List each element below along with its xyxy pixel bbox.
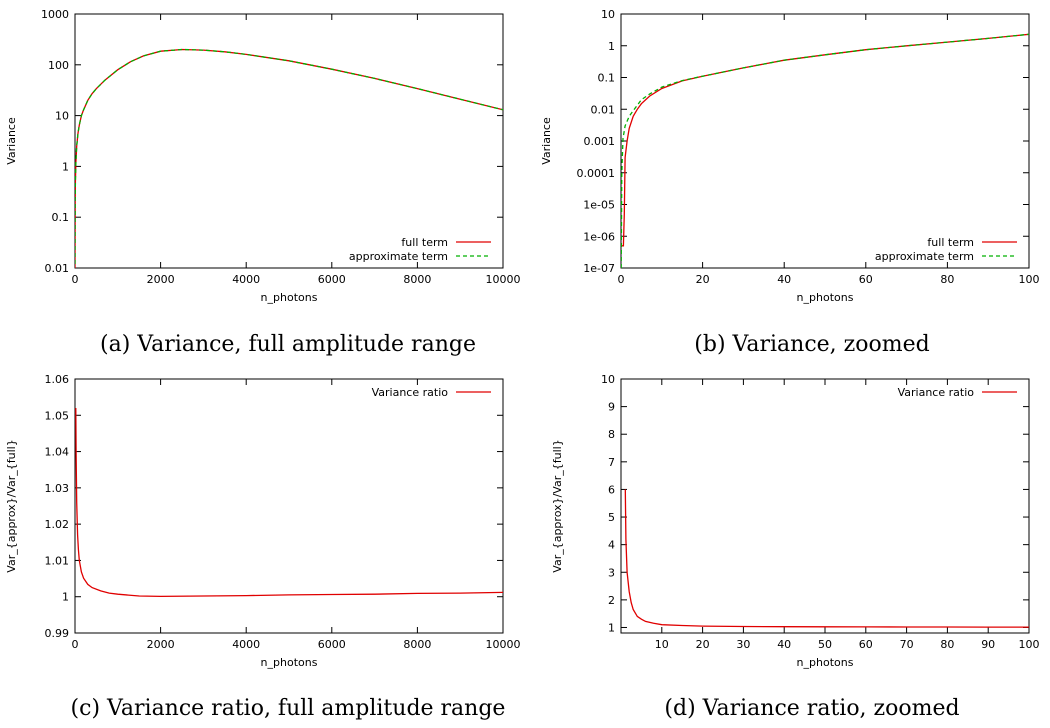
- x-tick-label: 100: [1019, 638, 1040, 651]
- series-line-primary: [624, 489, 1029, 628]
- y-tick-label: 4: [608, 539, 615, 552]
- x-tick-label: 8000: [403, 273, 431, 286]
- y-tick-label: 10: [601, 8, 615, 21]
- series-line-primary: [621, 33, 1029, 247]
- chart-c-ratio-full: 0 2000 4000 6000 8000 10000 0.99 1 1.01 1.02 1.03 1…: [5, 373, 521, 669]
- chart-d-ratio-zoomed: 10 20 30 40 50 60 70 80 90 100 1 2 3 4 5 6 7 8 9 10 n_photon…: [551, 373, 1040, 669]
- x-tick-label: 40: [777, 638, 791, 651]
- y-tick-label: 1000: [41, 8, 69, 21]
- legend-label: Variance ratio: [898, 386, 975, 399]
- y-tick-label: 0.0001: [577, 167, 616, 180]
- y-tick-label: 10: [601, 373, 615, 386]
- y-tick-label: 8: [608, 428, 615, 441]
- plot-frame: [620, 378, 1030, 634]
- y-tick-label: 1.02: [45, 518, 70, 531]
- y-tick-label: 1: [608, 621, 615, 634]
- legend-label: approximate term: [875, 250, 974, 263]
- x-tick-label: 50: [818, 638, 832, 651]
- series-line-secondary: [75, 48, 503, 265]
- x-tick-label: 80: [940, 273, 954, 286]
- x-tick-label: 90: [981, 638, 995, 651]
- y-axis-label: Var_{approx}/Var_{full}: [5, 439, 18, 572]
- y-tick-label: 100: [48, 59, 69, 72]
- y-axis-label: Variance: [5, 117, 18, 165]
- y-tick-label: 1.05: [45, 409, 70, 422]
- series-line-secondary: [621, 33, 1029, 268]
- y-tick-label: 10: [55, 110, 69, 123]
- x-tick-label: 4000: [232, 638, 260, 651]
- caption-a: (a) Variance, full amplitude range: [100, 332, 476, 357]
- x-tick-label: 0: [618, 273, 625, 286]
- x-axis-label: n_photons: [797, 291, 854, 304]
- y-tick-label: 0.1: [52, 211, 70, 224]
- x-tick-label: 0: [72, 638, 79, 651]
- y-tick-label: 2: [608, 594, 615, 607]
- x-tick-label: 6000: [318, 638, 346, 651]
- y-tick-label: 0.001: [584, 135, 616, 148]
- y-tick-label: 6: [608, 483, 615, 496]
- y-tick-label: 5: [608, 511, 615, 524]
- x-tick-label: 70: [900, 638, 914, 651]
- y-tick-label: 0.01: [591, 103, 616, 116]
- y-axis-label: Var_{approx}/Var_{full}: [551, 439, 564, 572]
- y-tick-label: 1.04: [45, 446, 70, 459]
- x-tick-label: 60: [859, 273, 873, 286]
- x-axis-label: n_photons: [261, 656, 318, 669]
- x-tick-label: 40: [777, 273, 791, 286]
- x-tick-label: 20: [696, 638, 710, 651]
- y-tick-label: 1.03: [45, 482, 70, 495]
- legend-label: full term: [927, 236, 974, 249]
- y-tick-label: 1.06: [45, 373, 70, 386]
- x-tick-label: 10: [655, 638, 669, 651]
- x-axis-label: n_photons: [797, 656, 854, 669]
- caption-d: (d) Variance ratio, zoomed: [664, 696, 959, 721]
- y-tick-label: 7: [608, 456, 615, 469]
- y-tick-label: 3: [608, 566, 615, 579]
- x-tick-label: 60: [859, 638, 873, 651]
- x-tick-label: 4000: [232, 273, 260, 286]
- y-tick-label: 1: [62, 591, 69, 604]
- x-tick-label: 10000: [486, 273, 521, 286]
- x-tick-label: 100: [1019, 273, 1040, 286]
- series-line-primary: [75, 407, 503, 598]
- y-tick-label: 1e-07: [583, 262, 615, 275]
- chart-b-variance-zoomed: 0 20 40 60 80 100 1e-07 1e-06 1e-05 0.0001 0.001 0.…: [540, 8, 1040, 304]
- y-tick-label: 0.1: [598, 72, 616, 85]
- chart-a-variance-full: 0 2000 4000 6000 8000 10000 0.01 0.1 1 10 100 1000 n…: [5, 8, 521, 304]
- y-tick-label: 1e-06: [583, 230, 615, 243]
- x-axis-label: n_photons: [261, 291, 318, 304]
- y-tick-label: 1.01: [45, 554, 70, 567]
- x-tick-label: 80: [940, 638, 954, 651]
- y-tick-label: 1: [62, 160, 69, 173]
- y-tick-label: 0.01: [45, 262, 70, 275]
- y-tick-label: 1: [608, 40, 615, 53]
- y-tick-label: 0.99: [45, 627, 70, 640]
- x-tick-label: 10000: [486, 638, 521, 651]
- x-tick-label: 8000: [403, 638, 431, 651]
- x-tick-label: 0: [72, 273, 79, 286]
- y-tick-label: 9: [608, 401, 615, 414]
- legend-label: Variance ratio: [372, 386, 449, 399]
- y-axis-label: Variance: [540, 117, 553, 165]
- plot-frame: [74, 13, 504, 269]
- x-tick-label: 2000: [147, 638, 175, 651]
- legend-label: approximate term: [349, 250, 448, 263]
- caption-b: (b) Variance, zoomed: [694, 332, 929, 357]
- y-tick-label: 1e-05: [583, 199, 615, 212]
- plot-frame: [74, 378, 504, 634]
- legend-label: full term: [401, 236, 448, 249]
- x-tick-label: 2000: [147, 273, 175, 286]
- x-tick-label: 20: [696, 273, 710, 286]
- x-tick-label: 6000: [318, 273, 346, 286]
- plot-frame: [620, 13, 1030, 269]
- caption-c: (c) Variance ratio, full amplitude range: [71, 696, 506, 721]
- x-tick-label: 30: [736, 638, 750, 651]
